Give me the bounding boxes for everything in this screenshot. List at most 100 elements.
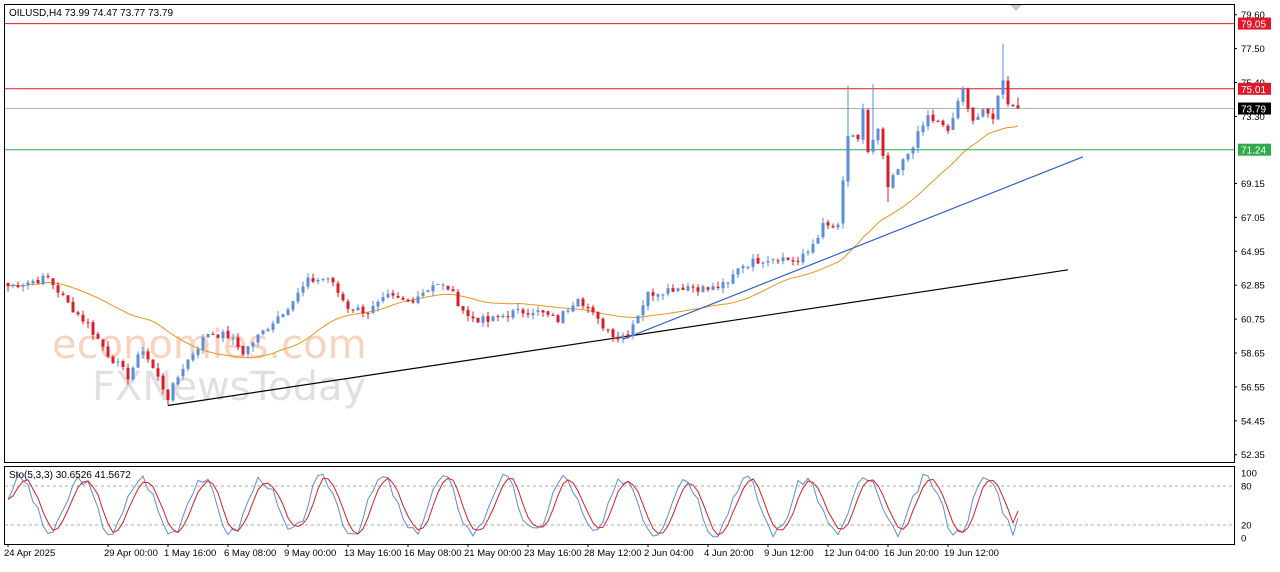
candle	[671, 284, 675, 293]
candle	[441, 282, 445, 291]
stochastic-tick-label: 100	[1241, 469, 1257, 480]
candle-body	[876, 128, 880, 141]
candle	[496, 314, 500, 322]
candles-layer	[6, 43, 1020, 406]
candle-body	[111, 356, 115, 364]
candle	[776, 258, 780, 264]
candle-body	[71, 301, 75, 313]
candle	[546, 310, 550, 318]
candle-body	[166, 389, 170, 401]
candle	[1011, 103, 1015, 108]
watermark-fxnewstoday: FXNewsToday	[92, 364, 366, 410]
horizontal-levels-layer	[5, 23, 1234, 151]
candle-body	[96, 334, 100, 339]
time-tick-label: 12 Jun 04:00	[824, 548, 879, 559]
candle	[511, 308, 515, 320]
candle	[846, 85, 850, 188]
candle	[741, 263, 745, 274]
candle	[886, 152, 890, 203]
price-tick-label: 60.75	[1241, 315, 1265, 326]
candle-body	[86, 322, 90, 324]
candle	[731, 269, 735, 285]
candle-body	[686, 286, 690, 291]
candle-body	[556, 315, 560, 323]
candle	[501, 313, 505, 319]
candle-body	[311, 278, 315, 282]
candle-body	[16, 285, 20, 288]
candle	[661, 293, 665, 301]
candle	[271, 320, 275, 333]
candle-body	[141, 351, 145, 355]
candle-body	[636, 315, 640, 324]
candle-body	[951, 117, 955, 130]
candle-body	[606, 329, 610, 331]
candle	[101, 338, 105, 351]
candle	[1016, 97, 1020, 109]
candle-body	[301, 286, 305, 293]
candle-body	[406, 299, 410, 302]
price-tick-label: 69.15	[1241, 179, 1265, 190]
candle	[956, 97, 960, 120]
candle-body	[806, 251, 810, 253]
candle-body	[246, 346, 250, 355]
candle-body	[881, 128, 885, 156]
trendline-2[interactable]	[622, 156, 1084, 340]
candle	[366, 312, 370, 320]
candle	[386, 289, 390, 299]
candle	[66, 295, 70, 304]
candle	[266, 327, 270, 332]
candle-body	[356, 307, 360, 311]
candle-body	[811, 244, 815, 253]
candle	[911, 146, 915, 160]
candle	[481, 313, 485, 328]
candle	[541, 309, 545, 317]
candle	[926, 110, 930, 131]
candle-body	[906, 154, 910, 160]
price-tick-label: 54.45	[1241, 416, 1265, 427]
candle-body	[131, 367, 135, 380]
candle	[516, 303, 520, 314]
candle	[111, 354, 115, 364]
candle-body	[376, 301, 380, 307]
candle	[571, 301, 575, 313]
candle-body	[1011, 104, 1015, 106]
candle	[651, 288, 655, 301]
candle-body	[741, 266, 745, 269]
candle	[696, 284, 700, 296]
chart-shift-marker[interactable]	[1010, 5, 1022, 11]
candle-body	[496, 316, 500, 318]
candle	[71, 297, 75, 313]
candle	[526, 308, 530, 318]
candle	[131, 365, 135, 382]
level-tag-75.01	[1238, 82, 1271, 95]
candle	[961, 86, 965, 106]
candle-body	[981, 109, 985, 117]
candle	[236, 333, 240, 351]
candle-body	[121, 361, 125, 367]
candle-body	[581, 298, 585, 306]
candle	[806, 249, 810, 257]
candle-body	[106, 346, 110, 357]
candle-body	[251, 342, 255, 347]
candle	[761, 261, 765, 269]
candle-body	[386, 293, 390, 298]
candle	[996, 95, 1000, 120]
candle-body	[851, 135, 855, 137]
candle	[751, 254, 755, 272]
candle-body	[896, 169, 900, 175]
candle	[436, 283, 440, 285]
candle	[391, 289, 395, 299]
candle	[891, 172, 895, 190]
candle-body	[136, 354, 140, 368]
candle	[866, 108, 870, 154]
candle	[456, 289, 460, 307]
candle-body	[521, 309, 525, 314]
candle-body	[516, 308, 520, 310]
candle-body	[651, 292, 655, 296]
candle-body	[691, 286, 695, 288]
time-tick-label: 28 May 12:00	[584, 548, 642, 559]
candle-body	[621, 335, 625, 340]
candle-body	[626, 334, 630, 337]
level-tag-79.05	[1238, 17, 1271, 30]
